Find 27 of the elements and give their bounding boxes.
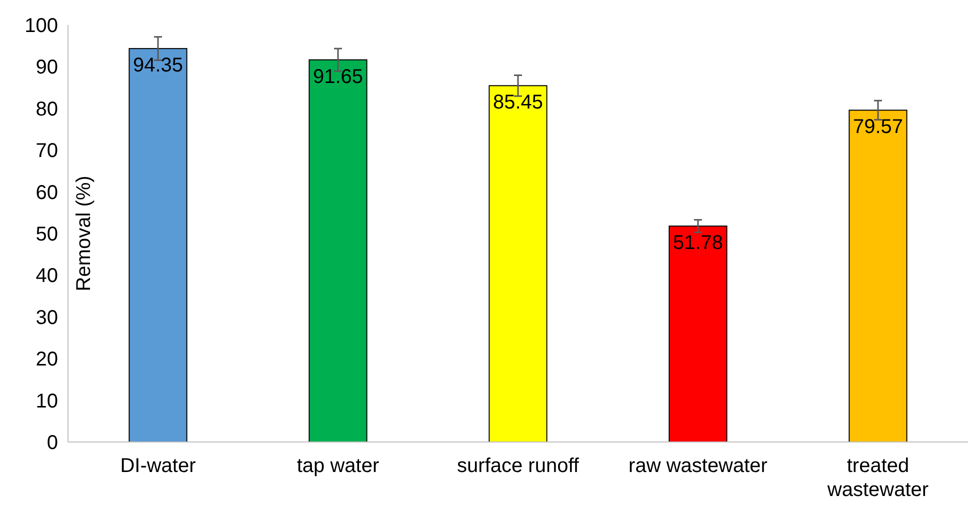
bar [668,226,728,442]
bar [128,48,188,442]
y-axis-title: Removal (%) [73,176,95,292]
bar [488,85,548,442]
y-tick-label: 50 [36,224,58,246]
y-tick-label: 40 [36,265,58,288]
x-tick-label: DI-water [120,455,196,477]
x-tick-label: raw wastewater [628,455,768,477]
data-label: 94.35 [132,54,184,77]
x-tick-label: treated wastewater [826,455,929,501]
bar [848,110,908,442]
bar [308,59,368,442]
y-tick-label: 90 [36,56,58,79]
x-tick-label: surface runoff [457,455,580,477]
y-tick-label: 30 [36,306,58,329]
y-tick-label: 60 [36,182,58,204]
data-label: 79.57 [852,116,904,138]
x-tick-label: tap water [296,455,380,477]
y-tick-label: 70 [36,140,58,162]
y-tick-label: 20 [36,348,58,371]
data-label: 51.78 [672,232,724,254]
y-tick-label: 100 [24,15,58,37]
data-label: 85.45 [492,92,544,114]
y-tick-label: 80 [36,98,58,120]
data-label: 91.65 [312,66,364,88]
y-tick-label: 10 [36,390,58,412]
y-tick-label: 0 [46,432,58,454]
